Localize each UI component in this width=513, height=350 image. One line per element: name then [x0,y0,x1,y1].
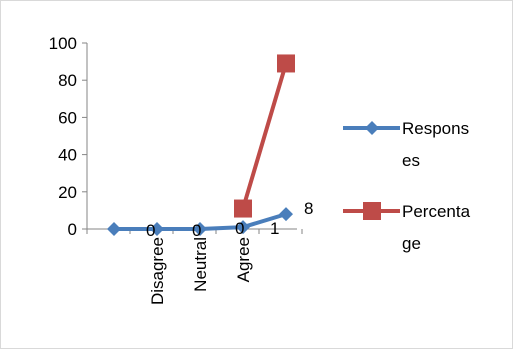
data-point-responses [365,121,379,135]
data-label-layer: 0 0 0 1 8 [146,199,313,240]
x-tick-label: Agree [234,237,253,282]
y-tick-label: 40 [58,146,77,165]
y-tick-label: 100 [49,34,77,53]
y-tick-label: 60 [58,108,77,127]
y-axis: 0 20 40 60 80 100 [49,34,88,239]
legend-label: Percenta [402,202,471,221]
data-point-responses [107,222,121,236]
data-point-responses [236,220,250,235]
x-tick-label: Neutral [191,237,210,292]
x-tick-label: Disagree [148,237,167,305]
data-point-percentage [363,202,381,220]
data-label: 0 [192,221,201,240]
data-label: 8 [304,199,313,218]
series-responses [107,207,293,236]
legend-label: Respons [402,119,469,138]
legend-item-percentage: Percenta ge [343,202,471,253]
y-tick-label: 20 [58,183,77,202]
data-label: 0 [146,221,155,240]
y-tick-label: 0 [68,220,77,239]
data-label: 1 [270,219,279,238]
data-point-responses [193,222,207,236]
data-point-responses [279,207,293,222]
x-axis: Disagree Neutral Agree [86,228,303,305]
data-point-percentage [234,199,252,218]
legend: Respons es Percenta ge [343,119,471,253]
series-percentage [234,54,295,218]
y-tick-label: 80 [58,71,77,90]
legend-label: es [402,151,420,170]
data-point-percentage [277,54,295,73]
series-line-percentage [241,62,288,210]
data-point-responses [150,222,164,236]
data-label: 0 [235,219,244,238]
series-layer [107,54,295,236]
legend-item-responses: Respons es [343,119,469,170]
legend-label: ge [402,234,421,253]
